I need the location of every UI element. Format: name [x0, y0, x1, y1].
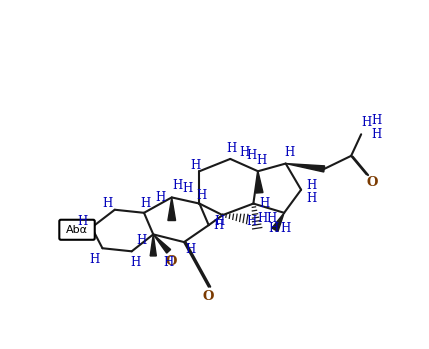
Text: H: H: [361, 116, 372, 129]
FancyBboxPatch shape: [59, 220, 95, 240]
Text: H: H: [372, 114, 382, 127]
Text: H: H: [77, 215, 88, 228]
Text: H: H: [156, 191, 166, 204]
Polygon shape: [272, 213, 284, 231]
Text: H: H: [163, 255, 174, 269]
Text: H: H: [173, 179, 183, 192]
Polygon shape: [168, 198, 175, 221]
Text: O: O: [165, 255, 177, 268]
Text: H: H: [214, 220, 224, 232]
Text: H: H: [267, 213, 277, 225]
Text: H: H: [239, 146, 249, 159]
Polygon shape: [256, 171, 263, 193]
Text: H: H: [130, 255, 141, 269]
Text: O: O: [367, 176, 378, 188]
Text: H: H: [185, 243, 195, 256]
Text: H: H: [214, 215, 225, 228]
Text: H: H: [227, 142, 237, 155]
Polygon shape: [150, 235, 156, 256]
Text: H: H: [284, 146, 295, 159]
Text: H: H: [190, 158, 201, 172]
Text: H: H: [307, 179, 317, 192]
Text: H: H: [257, 154, 267, 167]
Text: H: H: [136, 234, 147, 247]
Text: H: H: [259, 197, 269, 210]
Text: Abα: Abα: [66, 225, 88, 235]
Text: H: H: [257, 213, 268, 225]
Polygon shape: [153, 235, 171, 253]
Text: H: H: [102, 197, 112, 210]
Text: H: H: [140, 197, 151, 210]
Text: H: H: [247, 215, 257, 228]
Text: H: H: [372, 128, 382, 141]
Text: H: H: [247, 149, 257, 162]
Text: H: H: [268, 222, 278, 235]
Text: H: H: [196, 190, 206, 202]
Text: H: H: [281, 222, 291, 235]
Text: H: H: [182, 182, 192, 195]
Text: O: O: [203, 290, 214, 303]
Polygon shape: [286, 164, 325, 172]
Text: H: H: [90, 253, 100, 266]
Text: H: H: [307, 192, 317, 206]
